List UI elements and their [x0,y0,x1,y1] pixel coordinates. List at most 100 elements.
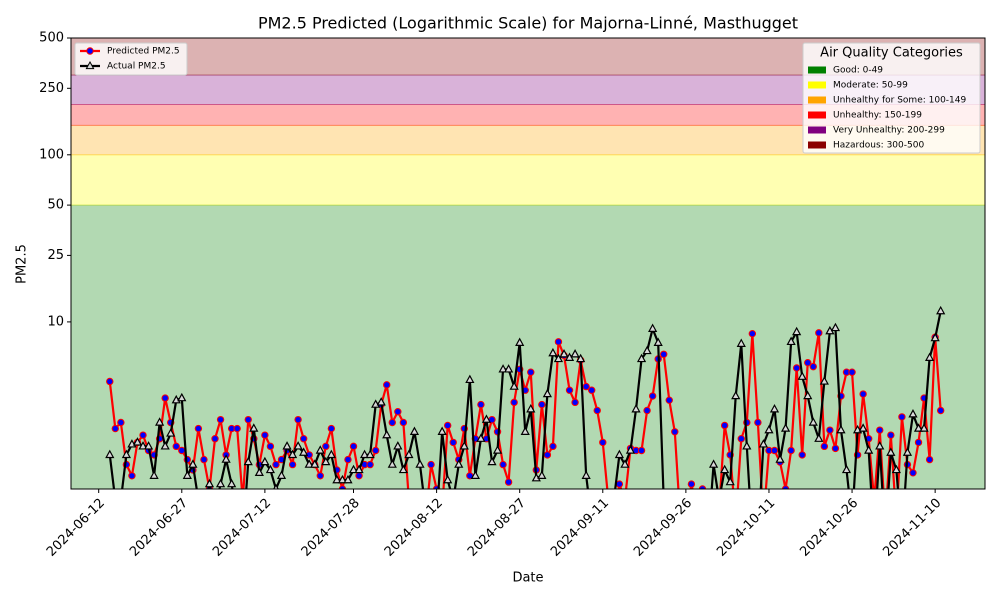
data-point [172,442,180,451]
category-label: Very Unhealthy: 200-299 [833,126,945,136]
data-point [393,441,403,450]
data-point [204,478,215,488]
data-point [758,439,769,448]
data-point [775,454,785,463]
data-point [365,449,375,459]
data-point [399,418,408,427]
data-point [737,434,745,443]
data-point [515,337,525,346]
data-point [409,426,420,435]
data-point [764,424,774,434]
category-label: Moderate: 50-99 [833,81,908,91]
data-point [383,381,391,389]
data-point [139,431,147,439]
data-point [814,433,824,442]
data-point [504,364,514,373]
data-point [637,446,646,455]
y-tick-label: 50 [47,198,64,213]
data-point [819,376,829,385]
data-point [149,470,159,479]
data-point [581,470,591,479]
data-point [841,464,852,474]
data-point [660,350,668,358]
category-band [71,154,985,206]
data-point [344,455,352,464]
data-point [826,426,834,434]
data-point [510,398,518,407]
data-point [293,441,303,450]
y-tick-label: 25 [47,248,64,263]
category-legend-title: Air Quality Categories [820,46,963,61]
data-point [648,392,657,400]
data-point [548,347,558,357]
data-point [769,404,780,413]
data-point [742,441,752,450]
data-point [909,469,917,477]
data-point [117,418,125,427]
data-point [415,459,425,468]
category-band [71,204,985,489]
data-point [570,349,580,358]
data-point [443,474,453,484]
data-point [913,423,924,432]
data-point [571,398,579,407]
data-point [803,390,813,400]
data-point [260,456,270,466]
category-band [71,103,985,126]
category-label: Hazardous: 300-500 [833,141,924,151]
chart-title: PM2.5 Predicted (Logarithmic Scale) for … [258,14,798,33]
category-swatch [808,96,826,104]
data-point [233,424,241,433]
data-point [876,426,884,434]
data-point [327,424,336,433]
data-point [132,437,143,446]
data-point [349,442,358,451]
data-point [304,459,314,468]
data-point [477,400,485,409]
data-point [930,332,940,342]
data-point [216,415,225,424]
data-point [708,459,719,468]
data-point [215,478,226,488]
data-point [527,368,535,376]
data-point [354,464,364,474]
data-point [166,428,176,437]
data-point [631,404,641,413]
data-point [348,464,359,474]
data-point [161,394,169,402]
category-swatch [808,141,826,149]
data-point [809,362,817,371]
data-point [671,428,679,436]
data-point [792,326,802,336]
data-point [620,459,630,468]
data-point [211,434,219,443]
category-swatch [808,126,826,134]
data-point [476,433,486,442]
data-point [576,353,586,363]
data-point [322,442,330,451]
data-point [787,446,795,455]
category-swatch [808,81,826,89]
data-point [936,406,945,415]
data-point [427,460,435,469]
data-point [481,414,492,423]
data-point [898,413,906,421]
data-point [492,445,503,454]
data-point [188,459,198,468]
category-legend-box [802,42,981,154]
data-point [625,445,636,454]
data-point [355,472,363,480]
data-point [200,455,208,464]
data-point [244,415,252,424]
data-point [520,426,530,435]
data-point [538,400,546,409]
data-point [820,442,829,451]
data-point [273,483,279,489]
data-point [504,478,513,486]
data-point [394,408,402,416]
data-point [337,474,348,484]
data-point [797,371,807,380]
data-point [465,374,475,384]
data-point [593,406,601,415]
data-point [299,434,308,443]
